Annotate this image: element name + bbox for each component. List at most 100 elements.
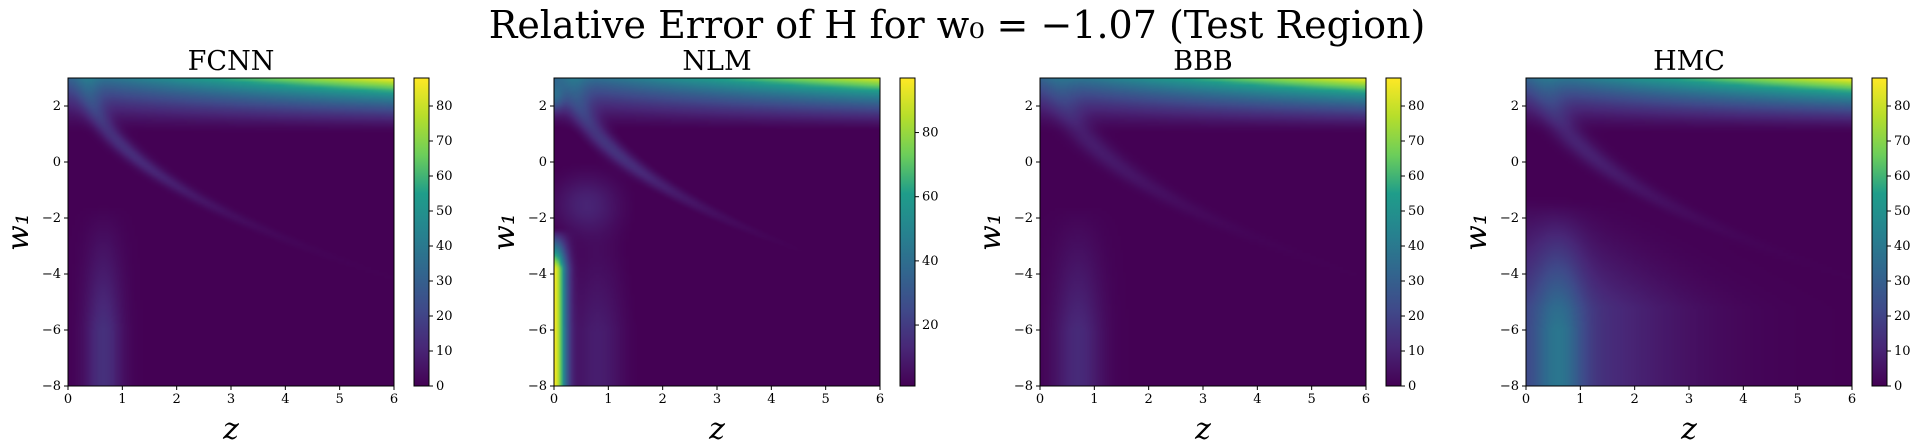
y-tick-label: −6	[1500, 323, 1519, 338]
colorbar-tick-label: 70	[1408, 134, 1425, 149]
heatmap-image	[1040, 78, 1366, 386]
y-tick-label: −8	[1014, 379, 1033, 394]
x-axis-label: z	[222, 412, 239, 447]
x-tick-label: 3	[1199, 392, 1207, 407]
colorbar-tick-label: 80	[1894, 99, 1911, 114]
x-tick-label: 6	[1362, 392, 1370, 407]
x-tick-label: 1	[1576, 392, 1584, 407]
y-tick-label: 2	[539, 99, 547, 114]
x-tick-label: 4	[767, 392, 775, 407]
y-tick-label: 0	[539, 155, 547, 170]
figure-title: Relative Error of H for w₀ = −1.07 (Test…	[489, 3, 1426, 47]
colorbar-tick-label: 50	[1408, 204, 1425, 219]
y-tick-label: −8	[42, 379, 61, 394]
colorbar	[1385, 77, 1402, 387]
x-tick-label: 4	[1739, 392, 1747, 407]
x-tick-label: 5	[1308, 392, 1316, 407]
y-tick-label: −8	[1500, 379, 1519, 394]
y-tick-label: −6	[528, 323, 547, 338]
x-tick-label: 5	[336, 392, 344, 407]
colorbar-tick-label: 80	[1408, 99, 1425, 114]
y-tick-label: 0	[1511, 155, 1519, 170]
colorbar-tick-label: 70	[436, 134, 453, 149]
colorbar-tick-label: 40	[1894, 239, 1911, 254]
colorbar-tick-label: 10	[1408, 344, 1425, 359]
colorbar-tick-label: 20	[1894, 309, 1911, 324]
colorbar-tick-label: 30	[436, 274, 453, 289]
x-tick-label: 3	[1685, 392, 1693, 407]
x-tick-label: 6	[1848, 392, 1856, 407]
colorbar-tick-label: 50	[436, 204, 453, 219]
colorbar-tick-label: 10	[436, 344, 453, 359]
x-axis-label: z	[1194, 412, 1211, 447]
y-tick-label: −4	[1500, 267, 1519, 282]
x-axis-label: z	[1680, 412, 1697, 447]
x-axis-label: z	[708, 412, 725, 447]
panel-title: FCNN	[188, 46, 275, 77]
heatmap-image	[1526, 78, 1852, 386]
x-tick-label: 0	[550, 392, 558, 407]
x-tick-label: 4	[281, 392, 289, 407]
x-tick-label: 6	[390, 392, 398, 407]
colorbar	[899, 77, 916, 387]
panel-title: HMC	[1653, 46, 1725, 77]
x-tick-label: 0	[64, 392, 72, 407]
x-tick-label: 3	[713, 392, 721, 407]
colorbar	[1871, 77, 1888, 387]
colorbar-tick-label: 40	[436, 239, 453, 254]
x-tick-label: 3	[227, 392, 235, 407]
y-tick-label: 2	[1025, 99, 1033, 114]
x-tick-label: 2	[173, 392, 181, 407]
y-tick-label: −4	[528, 267, 547, 282]
x-tick-label: 1	[118, 392, 126, 407]
y-tick-label: −2	[528, 211, 547, 226]
colorbar-tick-label: 60	[1408, 169, 1425, 184]
colorbar	[413, 77, 430, 387]
y-tick-label: 0	[53, 155, 61, 170]
x-tick-label: 6	[876, 392, 884, 407]
colorbar-tick-label: 40	[922, 254, 939, 269]
x-tick-label: 1	[1090, 392, 1098, 407]
x-tick-label: 5	[822, 392, 830, 407]
x-tick-label: 4	[1253, 392, 1261, 407]
x-tick-label: 5	[1794, 392, 1802, 407]
colorbar-tick-label: 0	[436, 379, 444, 394]
y-tick-label: −4	[42, 267, 61, 282]
colorbar-tick-label: 20	[1408, 309, 1425, 324]
colorbar-tick-label: 30	[1894, 274, 1911, 289]
colorbar-tick-label: 10	[1894, 344, 1911, 359]
panel-title: BBB	[1173, 46, 1233, 77]
y-tick-label: −4	[1014, 267, 1033, 282]
x-tick-label: 2	[659, 392, 667, 407]
colorbar-tick-label: 60	[922, 190, 939, 205]
colorbar-tick-label: 20	[922, 318, 939, 333]
colorbar-tick-label: 60	[1894, 169, 1911, 184]
y-tick-label: −2	[1014, 211, 1033, 226]
x-tick-label: 0	[1522, 392, 1530, 407]
y-tick-label: 0	[1025, 155, 1033, 170]
colorbar-tick-label: 70	[1894, 134, 1911, 149]
x-tick-label: 0	[1036, 392, 1044, 407]
colorbar-tick-label: 80	[436, 99, 453, 114]
heatmap-image	[68, 78, 394, 386]
colorbar-tick-label: 0	[1894, 379, 1902, 394]
colorbar-tick-label: 0	[1408, 379, 1416, 394]
y-tick-label: −8	[528, 379, 547, 394]
y-tick-label: −6	[1014, 323, 1033, 338]
colorbar-tick-label: 60	[436, 169, 453, 184]
y-tick-label: 2	[53, 99, 61, 114]
colorbar-tick-label: 20	[436, 309, 453, 324]
y-axis-label: w₁	[1, 213, 36, 251]
panel-title: NLM	[682, 46, 751, 77]
y-tick-label: −2	[1500, 211, 1519, 226]
colorbar-tick-label: 50	[1894, 204, 1911, 219]
x-tick-label: 2	[1631, 392, 1639, 407]
y-axis-label: w₁	[973, 213, 1008, 251]
y-tick-label: −2	[42, 211, 61, 226]
heatmap-image	[554, 78, 880, 386]
y-tick-label: −6	[42, 323, 61, 338]
colorbar-tick-label: 30	[1408, 274, 1425, 289]
